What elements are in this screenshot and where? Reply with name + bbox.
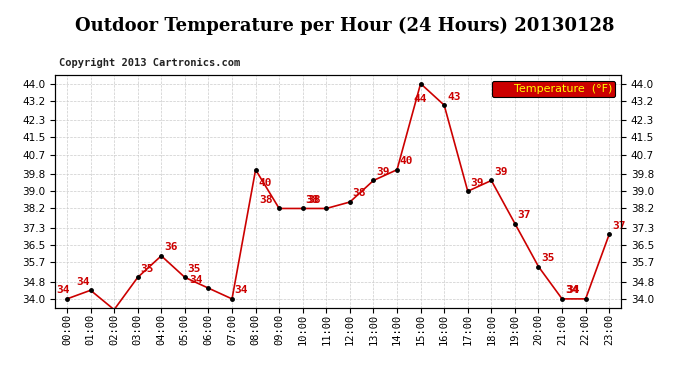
Text: 38: 38 xyxy=(306,195,319,205)
Text: 34: 34 xyxy=(56,285,70,296)
Text: 37: 37 xyxy=(612,221,626,231)
Text: 35: 35 xyxy=(141,264,154,274)
Text: 39: 39 xyxy=(494,167,508,177)
Text: 34: 34 xyxy=(565,285,578,296)
Text: 38: 38 xyxy=(307,195,320,205)
Text: 34: 34 xyxy=(566,285,580,296)
Text: 39: 39 xyxy=(376,167,390,177)
Text: 38: 38 xyxy=(259,195,273,205)
Text: 43: 43 xyxy=(447,92,460,102)
Text: 39: 39 xyxy=(471,178,484,188)
Text: Copyright 2013 Cartronics.com: Copyright 2013 Cartronics.com xyxy=(59,58,240,68)
Text: Outdoor Temperature per Hour (24 Hours) 20130128: Outdoor Temperature per Hour (24 Hours) … xyxy=(75,17,615,35)
Text: 37: 37 xyxy=(518,210,531,220)
Text: 38: 38 xyxy=(353,189,366,198)
Text: 34: 34 xyxy=(189,274,202,285)
Legend: Temperature  (°F): Temperature (°F) xyxy=(491,81,615,97)
Text: 44: 44 xyxy=(414,94,427,104)
Text: 40: 40 xyxy=(258,178,272,188)
Text: 40: 40 xyxy=(400,156,413,166)
Text: 34: 34 xyxy=(77,277,90,287)
Text: 35: 35 xyxy=(188,264,201,274)
Text: 35: 35 xyxy=(541,253,555,263)
Text: 36: 36 xyxy=(164,242,177,252)
Text: 33: 33 xyxy=(0,374,1,375)
Text: 34: 34 xyxy=(235,285,248,296)
